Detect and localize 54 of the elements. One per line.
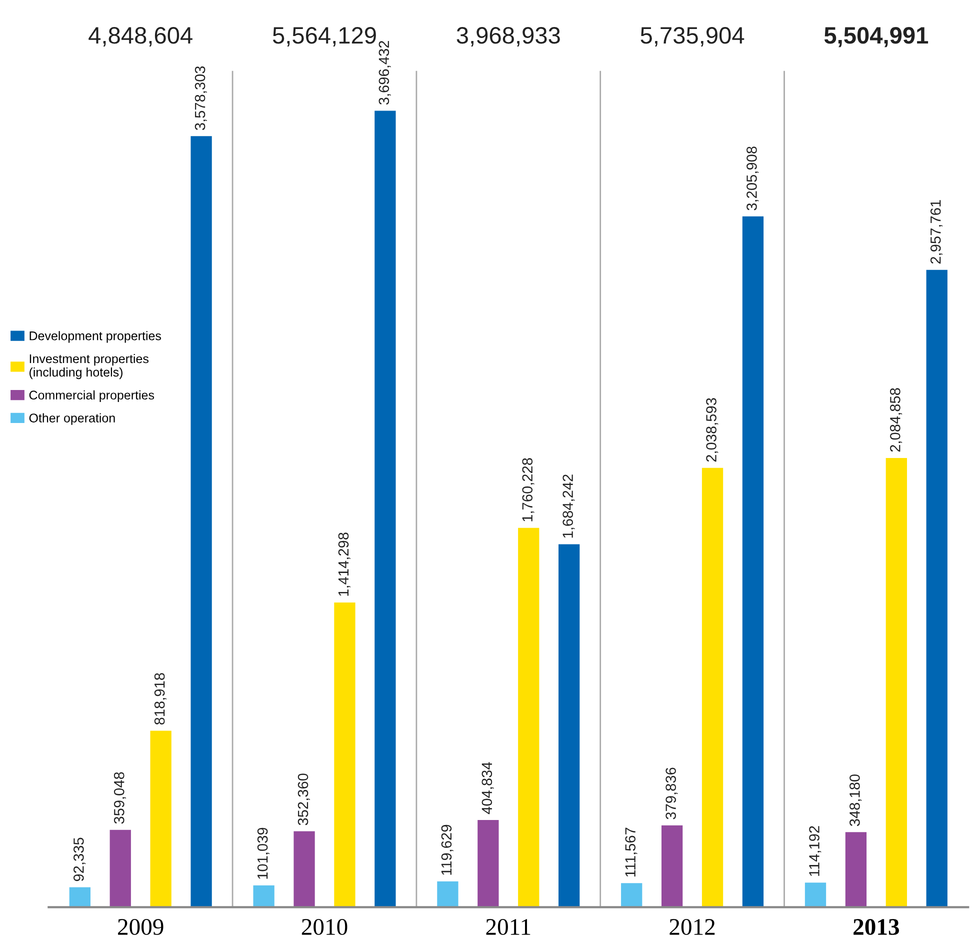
data-label: 2,084,858 [890, 388, 902, 452]
data-label: 1,414,298 [338, 532, 350, 596]
bar [518, 528, 540, 908]
bar [110, 830, 131, 908]
data-label: 2,038,593 [706, 398, 718, 462]
x-tick-label: 2011 [486, 918, 530, 935]
bar [190, 136, 212, 908]
text: 5,564,129 [272, 27, 376, 47]
text: 4,848,604 [88, 27, 192, 47]
data-label: 92,335 [74, 838, 86, 882]
x-tick-label: 2013 [854, 918, 899, 935]
data-label: 379,836 [666, 768, 678, 820]
bar [69, 887, 90, 908]
bar [294, 831, 315, 908]
text: 5,735,904 [640, 27, 744, 47]
text: 5,504,991 [824, 27, 928, 48]
bar [334, 602, 356, 908]
legend-label: Development properties [30, 331, 162, 343]
data-label: 1,760,228 [522, 458, 534, 522]
data-label: 101,039 [257, 828, 270, 879]
x-tick-label: 2012 [670, 918, 715, 935]
data-label: 1,684,242 [562, 474, 575, 538]
bar [845, 832, 867, 908]
data-label: 119,629 [441, 824, 454, 875]
text: 3,968,933 [456, 27, 560, 47]
x-tick-label: 2010 [302, 918, 348, 935]
bar [702, 468, 724, 908]
bar [926, 270, 948, 908]
legend-label: Investment properties (including hotels) [30, 354, 148, 380]
bar [621, 883, 642, 908]
data-label: 3,696,432 [378, 41, 391, 105]
data-label: 114,192 [809, 826, 822, 876]
legend-label: Other operation [29, 413, 115, 425]
bar [374, 110, 396, 908]
data-label: 359,048 [114, 772, 126, 824]
x-tick-label: 2009 [118, 918, 164, 935]
data-label: 3,205,908 [746, 146, 759, 210]
bar [478, 820, 499, 908]
bar [253, 885, 274, 908]
data-label: 818,918 [154, 673, 166, 725]
bar [804, 882, 826, 908]
bar [742, 216, 764, 908]
data-label: 352,360 [298, 774, 310, 826]
data-label: 404,834 [482, 762, 494, 814]
data-label: 2,957,761 [930, 200, 943, 264]
bar [661, 825, 683, 908]
data-label: 348,180 [850, 774, 862, 826]
bar [150, 730, 172, 908]
bar [886, 458, 907, 908]
legend-label: Commercial properties [29, 390, 154, 402]
bar [437, 881, 458, 908]
bar [558, 544, 580, 908]
data-label: 111,567 [625, 828, 638, 876]
data-label: 3,578,303 [194, 66, 207, 130]
